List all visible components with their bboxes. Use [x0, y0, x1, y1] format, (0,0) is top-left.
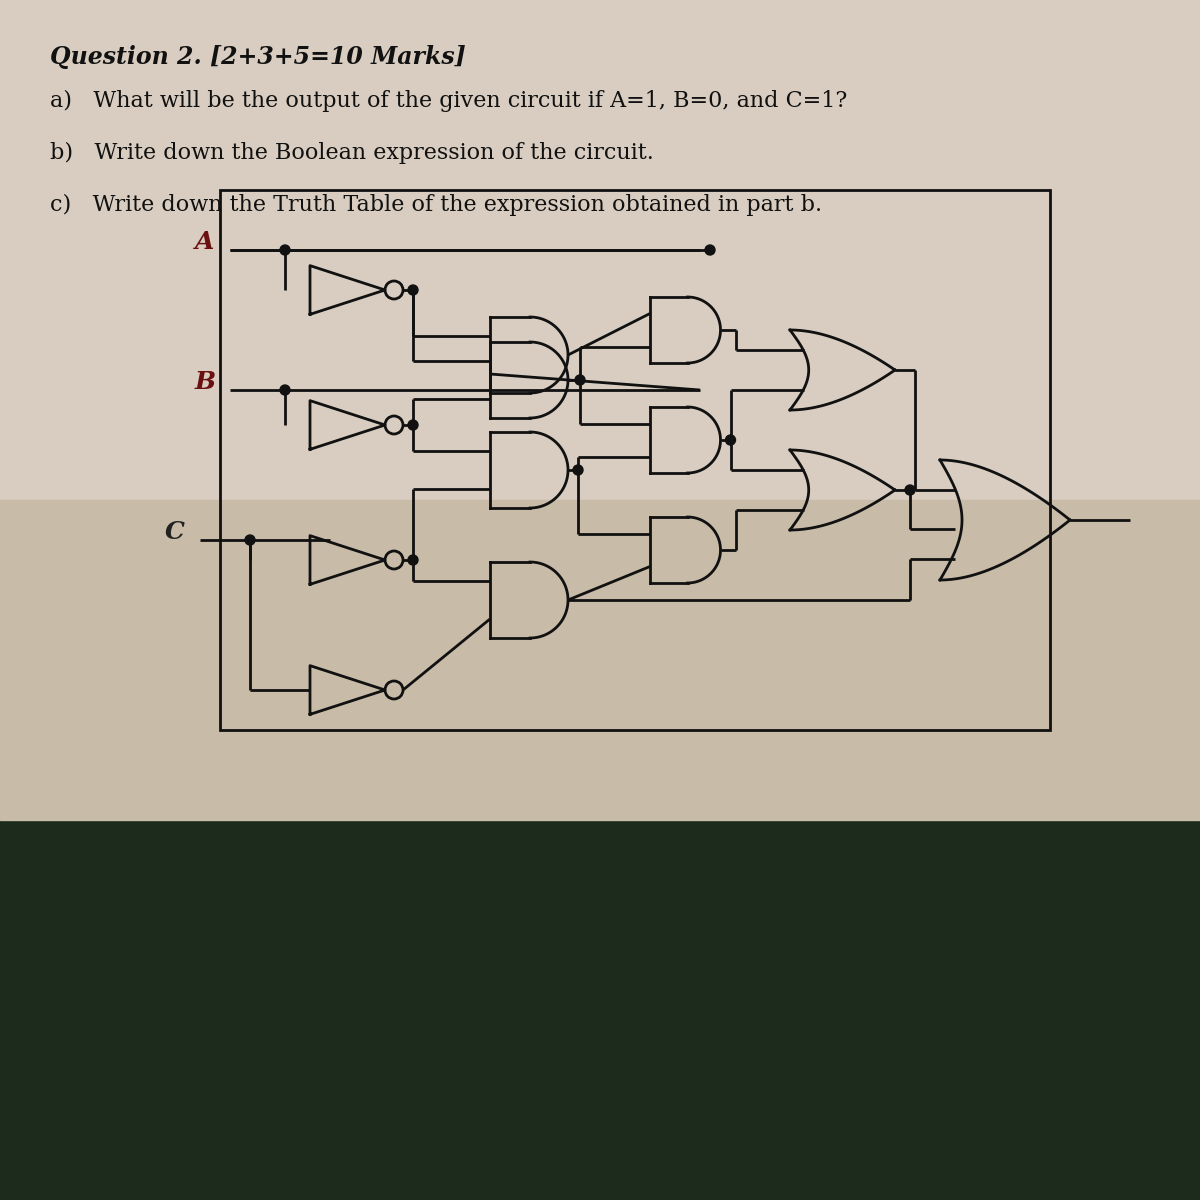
Text: C: C — [166, 520, 185, 544]
Bar — [0, 0, 1200, 820]
Text: A: A — [194, 230, 215, 254]
Circle shape — [575, 374, 586, 385]
Bar — [0, 820, 1200, 1200]
Circle shape — [726, 434, 736, 445]
Circle shape — [280, 385, 290, 395]
Bar — [0, 500, 1200, 820]
Text: Question 2. [2+3+5=10 Marks]: Question 2. [2+3+5=10 Marks] — [50, 44, 466, 68]
Text: B: B — [194, 370, 216, 394]
Circle shape — [408, 420, 418, 430]
Circle shape — [574, 464, 583, 475]
Circle shape — [408, 554, 418, 565]
Circle shape — [280, 245, 290, 254]
Circle shape — [905, 485, 916, 494]
Bar — [0, 0, 1200, 500]
Bar — [220, 190, 1050, 730]
Text: c)   Write down the Truth Table of the expression obtained in part b.: c) Write down the Truth Table of the exp… — [50, 194, 822, 216]
Text: a)   What will be the output of the given circuit if A=1, B=0, and C=1?: a) What will be the output of the given … — [50, 90, 847, 112]
Circle shape — [706, 245, 715, 254]
Text: b)   Write down the Boolean expression of the circuit.: b) Write down the Boolean expression of … — [50, 142, 654, 164]
Circle shape — [245, 535, 256, 545]
Circle shape — [408, 284, 418, 295]
